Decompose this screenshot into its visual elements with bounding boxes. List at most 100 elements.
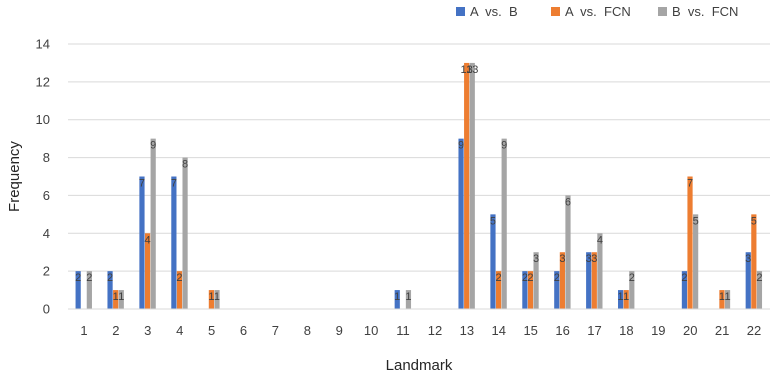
bar-value-label: 2 <box>527 272 533 284</box>
bar-value-label: 2 <box>107 272 113 284</box>
bar-value-label: 13 <box>461 64 473 76</box>
bar <box>687 176 693 309</box>
x-tick-label: 19 <box>651 323 665 338</box>
x-tick-label: 20 <box>683 323 697 338</box>
bar-value-label: 8 <box>182 159 188 171</box>
x-tick-label: 21 <box>715 323 729 338</box>
y-tick-label: 0 <box>43 302 50 317</box>
bar <box>214 290 220 309</box>
bar <box>623 290 629 309</box>
bar-value-label: 1 <box>724 291 730 303</box>
legend-label: B vs. FCN <box>672 4 738 19</box>
bar-value-label: 2 <box>681 272 687 284</box>
bar-value-label: 2 <box>554 272 560 284</box>
bar-value-label: 2 <box>756 272 762 284</box>
bar-value-label: 1 <box>405 291 411 303</box>
bar-value-label: 1 <box>208 291 214 303</box>
bar <box>144 233 151 309</box>
bar-value-label: 7 <box>687 178 693 190</box>
bar <box>591 252 597 309</box>
bar <box>118 290 124 309</box>
bar-value-label: 1 <box>618 291 624 303</box>
bar-value-label: 2 <box>75 272 81 284</box>
bar-value-label: 3 <box>533 253 539 265</box>
x-tick-label: 15 <box>523 323 537 338</box>
y-tick-label: 14 <box>36 37 50 52</box>
x-axis-title: Landmark <box>386 357 453 374</box>
bar <box>559 252 565 309</box>
bar-value-label: 9 <box>150 140 156 152</box>
x-tick-label: 1 <box>80 323 87 338</box>
bar-value-label: 2 <box>176 272 182 284</box>
x-tick-label: 3 <box>144 323 151 338</box>
bar-value-label: 3 <box>745 253 751 265</box>
x-tick-label: 5 <box>208 323 215 338</box>
bar-value-label: 2 <box>86 272 92 284</box>
bar-value-label: 2 <box>629 272 635 284</box>
bar <box>394 290 400 309</box>
bar <box>565 195 571 309</box>
x-tick-label: 16 <box>555 323 569 338</box>
bar <box>182 157 188 309</box>
bar <box>533 252 539 309</box>
y-tick-label: 10 <box>36 112 50 127</box>
bar-value-label: 13 <box>466 64 478 76</box>
bar <box>495 271 502 309</box>
bar <box>75 271 81 309</box>
bar <box>756 271 763 309</box>
bar-value-label: 1 <box>394 291 400 303</box>
bar <box>208 290 214 309</box>
x-axis-ticks: 1 2 3 4 5 6 7 8 9 10 11 12 13 14 15 16 17 18 19 20 21 22 <box>80 323 761 338</box>
bars <box>75 62 763 309</box>
bar <box>150 138 156 309</box>
y-tick-label: 8 <box>43 150 50 165</box>
bar <box>86 271 92 309</box>
y-tick-label: 6 <box>43 188 50 203</box>
bar-value-label: 2 <box>522 272 528 284</box>
legend: A vs. B A vs. FCN B vs. FCN <box>456 4 738 19</box>
bar-value-label: 1 <box>623 291 629 303</box>
bar-value-label: 2 <box>496 272 502 284</box>
y-axis-title: Frequency <box>6 141 23 212</box>
x-tick-label: 11 <box>396 323 410 338</box>
bar-value-label: 3 <box>586 253 592 265</box>
bar <box>629 271 635 309</box>
bar <box>107 271 113 309</box>
bar <box>458 138 464 309</box>
x-tick-label: 10 <box>364 323 378 338</box>
bar-value-label: 1 <box>118 291 124 303</box>
y-axis-ticks: 0 2 4 6 8 10 12 14 <box>36 37 50 317</box>
bar-value-label: 9 <box>501 140 507 152</box>
x-tick-label: 14 <box>492 323 506 338</box>
bar <box>751 214 757 309</box>
bar-value-label: 6 <box>565 196 571 208</box>
bar <box>490 214 496 309</box>
legend-swatch <box>551 7 560 16</box>
x-tick-label: 2 <box>112 323 119 338</box>
x-tick-label: 22 <box>747 323 761 338</box>
bar-value-label: 3 <box>559 253 565 265</box>
legend-label: A vs. FCN <box>565 4 631 19</box>
bar-value-label: 5 <box>693 215 699 227</box>
bar <box>501 138 507 309</box>
bar-value-label: 9 <box>458 140 464 152</box>
x-tick-label: 12 <box>428 323 442 338</box>
bar <box>745 252 751 309</box>
bar-value-label: 1 <box>214 291 220 303</box>
legend-swatch <box>456 7 465 16</box>
legend-swatch <box>658 7 667 16</box>
bar <box>405 290 412 309</box>
bar <box>724 290 731 309</box>
bar-value-label: 7 <box>171 178 177 190</box>
bar-value-label: 4 <box>145 234 151 246</box>
bar <box>586 252 592 309</box>
x-tick-label: 6 <box>240 323 247 338</box>
bar <box>618 290 624 309</box>
bar <box>527 271 534 309</box>
bar <box>176 271 183 309</box>
y-tick-label: 12 <box>36 74 50 89</box>
bar-value-label: 1 <box>719 291 725 303</box>
bar <box>522 271 528 309</box>
bar <box>139 176 145 309</box>
x-tick-label: 9 <box>336 323 343 338</box>
